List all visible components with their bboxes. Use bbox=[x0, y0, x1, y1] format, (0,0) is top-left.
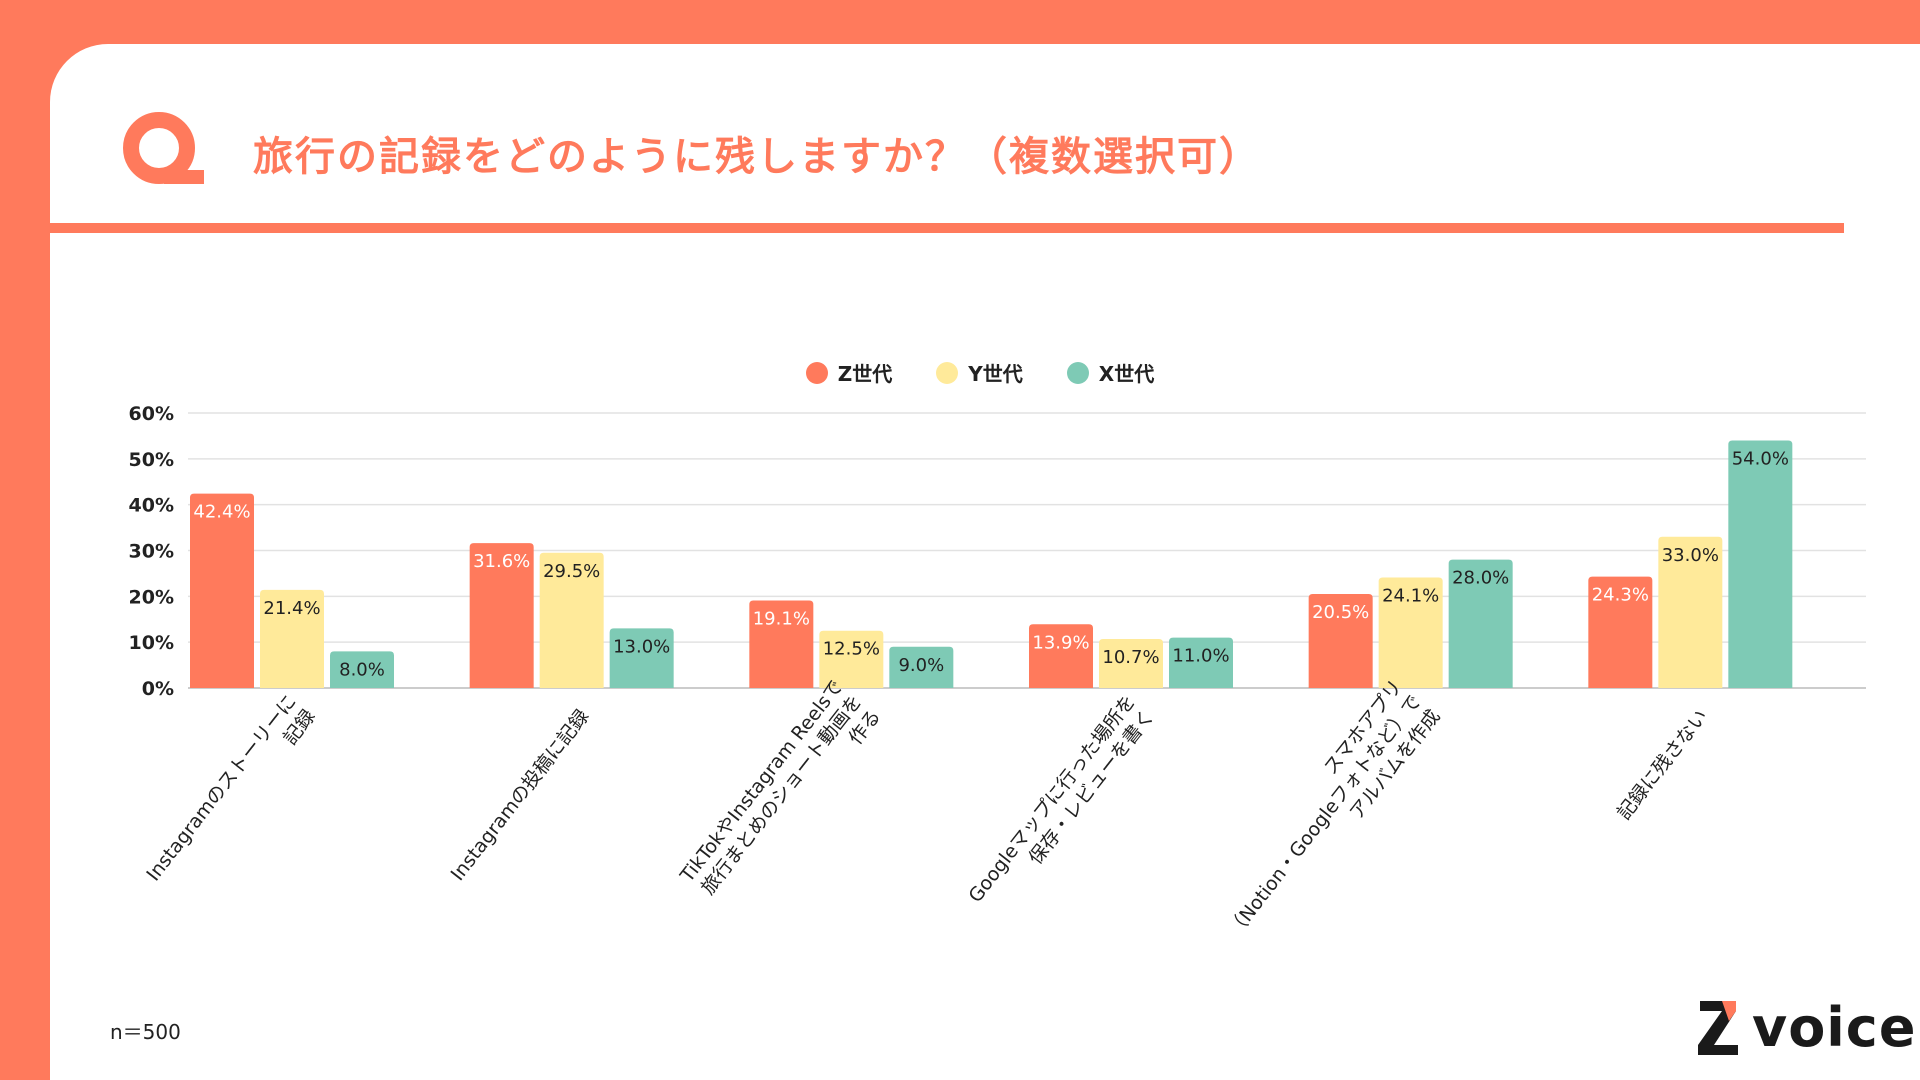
x-tick-label-line: （Notion・Googleフォトなど）で bbox=[1224, 691, 1426, 941]
bar bbox=[260, 589, 324, 688]
q-logo-icon bbox=[123, 112, 204, 184]
bar-value-label: 24.1% bbox=[1382, 586, 1439, 607]
y-tick-label: 10% bbox=[129, 632, 174, 654]
y-tick-label: 60% bbox=[129, 403, 174, 425]
y-tick-label: 0% bbox=[142, 678, 174, 700]
bar bbox=[889, 646, 954, 688]
brand-wordmark: voice bbox=[1752, 996, 1917, 1059]
bar-value-label: 13.0% bbox=[613, 636, 670, 657]
bar-value-label: 8.0% bbox=[339, 659, 385, 680]
legend-dot-z bbox=[805, 361, 828, 384]
legend-label-y: Y世代 bbox=[968, 362, 1023, 386]
bar bbox=[1658, 536, 1723, 688]
bar bbox=[539, 552, 604, 688]
legend-label-z: Z世代 bbox=[837, 362, 893, 386]
bar bbox=[469, 543, 534, 688]
bar-value-label: 28.0% bbox=[1452, 568, 1509, 589]
z-logo-icon bbox=[1698, 1000, 1738, 1055]
bar bbox=[1448, 559, 1513, 688]
bar bbox=[190, 493, 254, 688]
legend-dot-x bbox=[1066, 361, 1089, 384]
x-tick-label: Instagramのストーリーに記録 bbox=[142, 691, 320, 900]
page-title: 旅行の記録をどのように残しますか？（複数選択可） bbox=[253, 134, 1261, 180]
bar bbox=[819, 630, 884, 688]
bar-value-label: 19.1% bbox=[753, 608, 810, 629]
title-divider bbox=[50, 223, 1844, 233]
x-tick-label: スマホアプリ（Notion・Googleフォトなど）でアルバムを作成 bbox=[1205, 676, 1445, 956]
legend-item-y: Y世代 bbox=[936, 358, 1023, 387]
chart-legend: Z世代 Y世代 X世代 bbox=[0, 358, 1920, 387]
bar-value-label: 13.9% bbox=[1032, 632, 1089, 653]
bar bbox=[1308, 594, 1373, 688]
bar bbox=[1169, 637, 1233, 688]
bar-value-label: 31.6% bbox=[473, 551, 530, 572]
bar-value-label: 20.5% bbox=[1312, 602, 1369, 623]
x-tick-label-line: 旅行まとめのショート動画を bbox=[697, 691, 866, 899]
bar bbox=[1728, 440, 1793, 688]
bar bbox=[1588, 576, 1653, 688]
x-tick-label: Googleマップに行った場所を保存・レビューを書く bbox=[964, 691, 1158, 922]
bar bbox=[1029, 624, 1093, 688]
content-card bbox=[50, 44, 1920, 1080]
x-tick-label: 記録に残さない bbox=[1613, 706, 1712, 824]
brand-logo: voice bbox=[1696, 996, 1916, 1059]
x-tick-label: TikTokやInstagram Reelsで旅行まとめのショート動画を作る bbox=[676, 676, 886, 917]
y-tick-label: 50% bbox=[129, 449, 174, 471]
legend-item-x: X世代 bbox=[1066, 358, 1155, 387]
y-tick-label: 40% bbox=[129, 495, 174, 517]
bar bbox=[1099, 638, 1163, 688]
bar-value-label: 12.5% bbox=[823, 639, 880, 660]
x-tick-label-line: Instagramのストーリーに bbox=[142, 691, 301, 886]
bar-value-label: 33.0% bbox=[1662, 545, 1719, 566]
x-tick-label-line: Googleマップに行った場所を bbox=[964, 691, 1140, 907]
bar bbox=[330, 651, 394, 688]
bar-value-label: 21.4% bbox=[263, 598, 320, 619]
bar bbox=[1378, 577, 1443, 688]
bar-value-label: 54.0% bbox=[1732, 449, 1789, 470]
bar bbox=[609, 628, 674, 688]
x-tick-label-line: 記録に残さない bbox=[1613, 706, 1712, 824]
sample-size-note: n＝500 bbox=[110, 1020, 181, 1044]
legend-dot-y bbox=[936, 361, 959, 384]
x-tick-label-line: TikTokやInstagram Reelsで bbox=[676, 676, 848, 887]
bar-value-label: 42.4% bbox=[193, 502, 250, 523]
bar-value-label: 10.7% bbox=[1102, 647, 1159, 668]
x-tick-label: Instagramの投稿に記録 bbox=[447, 706, 594, 886]
bar-value-label: 29.5% bbox=[543, 561, 600, 582]
bar-value-label: 11.0% bbox=[1172, 646, 1229, 667]
x-tick-label-line: Instagramの投稿に記録 bbox=[447, 706, 594, 886]
bar-chart: 0% 10% 20% 30% 40% 50% 60% 42.4% 21.4% 8.0% Instag… bbox=[129, 403, 1866, 956]
legend-item-z: Z世代 bbox=[805, 358, 893, 387]
bar-value-label: 9.0% bbox=[898, 655, 944, 676]
bar bbox=[749, 600, 814, 688]
legend-label-x: X世代 bbox=[1098, 362, 1155, 386]
bar-value-label: 24.3% bbox=[1592, 585, 1649, 606]
y-tick-label: 20% bbox=[129, 586, 174, 608]
y-tick-label: 30% bbox=[129, 541, 174, 563]
